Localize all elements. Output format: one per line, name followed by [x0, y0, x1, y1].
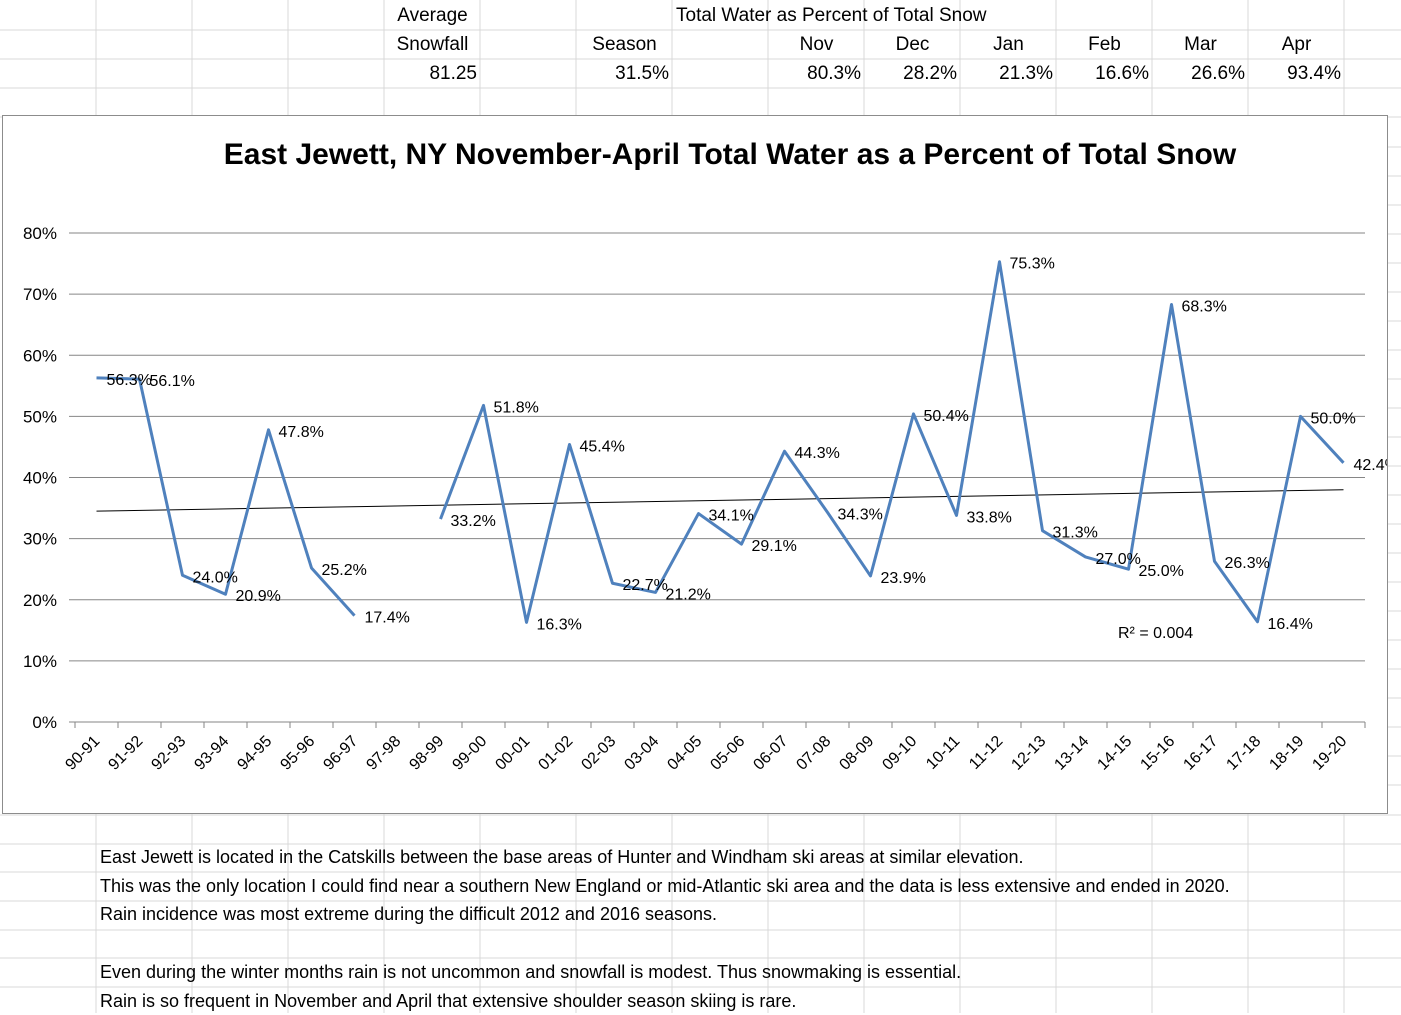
x-tick-label: 12-13 [1008, 733, 1049, 774]
data-label: 50.4% [924, 408, 969, 425]
data-label: 22.7% [623, 577, 668, 594]
x-tick-label: 16-17 [1180, 733, 1221, 774]
y-tick-label: 50% [23, 407, 57, 426]
average-label-line1: Average [397, 5, 468, 26]
x-tick-label: 09-10 [879, 733, 920, 774]
month-value-nov: 80.3% [807, 63, 861, 84]
y-tick-label: 10% [23, 652, 57, 671]
data-label: 56.1% [150, 373, 195, 390]
x-tick-label: 14-15 [1094, 733, 1135, 774]
data-label: 34.1% [709, 508, 754, 525]
note-line-5: Rain is so frequent in November and Apri… [100, 991, 797, 1011]
data-label: 21.2% [666, 586, 711, 603]
data-label: 44.3% [795, 445, 840, 462]
x-tick-label: 92-93 [148, 733, 189, 774]
data-label: 20.9% [236, 588, 281, 605]
r-squared-label: R² = 0.004 [1118, 625, 1193, 642]
data-label: 29.1% [752, 538, 797, 555]
data-label: 51.8% [494, 399, 539, 416]
data-label: 33.2% [451, 513, 496, 530]
month-label-jan: Jan [993, 34, 1024, 55]
y-tick-label: 70% [23, 285, 57, 304]
month-value-apr: 93.4% [1287, 63, 1341, 84]
note-line-4: Even during the winter months rain is no… [100, 962, 962, 982]
y-tick-label: 30% [23, 530, 57, 549]
x-tick-label: 17-18 [1223, 733, 1264, 774]
x-tick-label: 01-02 [535, 733, 576, 774]
data-label: 56.3% [107, 372, 152, 389]
x-tick-label: 94-95 [234, 733, 275, 774]
x-tick-label: 96-97 [320, 733, 361, 774]
data-label: 50.0% [1311, 410, 1356, 427]
chart-title: East Jewett, NY November-April Total Wat… [224, 138, 1237, 171]
x-tick-label: 91-92 [105, 733, 146, 774]
note-line-2: This was the only location I could find … [100, 876, 1230, 896]
month-label-feb: Feb [1088, 34, 1121, 55]
x-tick-label: 03-04 [621, 733, 662, 774]
data-label: 33.8% [967, 509, 1012, 526]
x-tick-label: 98-99 [406, 733, 447, 774]
month-label-nov: Nov [799, 34, 834, 55]
month-value-mar: 26.6% [1191, 63, 1245, 84]
data-label: 47.8% [279, 424, 324, 441]
data-label: 42.4% [1354, 457, 1388, 474]
data-label: 23.9% [881, 570, 926, 587]
y-tick-label: 0% [32, 713, 57, 732]
data-label: 25.2% [322, 562, 367, 579]
data-label: 26.3% [1225, 555, 1270, 572]
data-label: 34.3% [838, 506, 883, 523]
x-tick-label: 04-05 [664, 733, 705, 774]
x-tick-label: 95-96 [277, 733, 318, 774]
line-chart: East Jewett, NY November-April Total Wat… [23, 138, 1388, 774]
month-value-jan: 21.3% [999, 63, 1053, 84]
data-label: 75.3% [1010, 256, 1055, 273]
data-label: 16.3% [537, 616, 582, 633]
trendline [96, 489, 1344, 512]
x-tick-label: 18-19 [1266, 733, 1307, 774]
data-label: 16.4% [1268, 616, 1313, 633]
series-line [439, 260, 1345, 624]
x-tick-label: 05-06 [707, 733, 748, 774]
x-tick-label: 97-98 [363, 733, 404, 774]
month-label-mar: Mar [1184, 34, 1217, 55]
data-label: 45.4% [580, 438, 625, 455]
data-label: 68.3% [1182, 299, 1227, 316]
data-label: 27.0% [1096, 551, 1141, 568]
y-tick-label: 60% [23, 346, 57, 365]
y-tick-label: 80% [23, 224, 57, 243]
water-percent-title: Total Water as Percent of Total Snow [676, 5, 987, 26]
data-label: 17.4% [365, 610, 410, 627]
x-tick-label: 15-16 [1137, 733, 1178, 774]
x-tick-label: 11-12 [966, 733, 1006, 773]
x-tick-label: 13-14 [1051, 733, 1092, 774]
note-line-3: Rain incidence was most extreme during t… [100, 904, 718, 924]
average-snowfall-value: 81.25 [429, 63, 477, 84]
data-label: 31.3% [1053, 525, 1098, 542]
y-tick-label: 40% [23, 469, 57, 488]
season-value: 31.5% [615, 63, 669, 84]
x-tick-label: 06-07 [750, 733, 791, 774]
month-label-apr: Apr [1281, 34, 1312, 55]
series-line [96, 376, 356, 617]
month-value-feb: 16.6% [1095, 63, 1149, 84]
y-tick-label: 20% [23, 591, 57, 610]
chart-area[interactable]: East Jewett, NY November-April Total Wat… [2, 115, 1388, 814]
note-line-1: East Jewett is located in the Catskills … [100, 847, 1024, 867]
x-tick-label: 99-00 [449, 733, 490, 774]
x-tick-label: 90-91 [62, 733, 103, 774]
month-label-dec: Dec [895, 34, 930, 55]
x-tick-label: 07-08 [793, 733, 834, 774]
average-label-line2: Snowfall [396, 34, 469, 55]
x-tick-label: 08-09 [836, 733, 877, 774]
x-tick-label: 93-94 [191, 733, 232, 774]
x-tick-label: 10-11 [923, 733, 963, 773]
data-label: 24.0% [193, 569, 238, 586]
x-tick-label: 00-01 [492, 733, 533, 774]
data-label: 25.0% [1139, 563, 1184, 580]
x-tick-label: 19-20 [1309, 733, 1350, 774]
season-label: Season [592, 34, 657, 55]
x-tick-label: 02-03 [578, 733, 619, 774]
month-value-dec: 28.2% [903, 63, 957, 84]
